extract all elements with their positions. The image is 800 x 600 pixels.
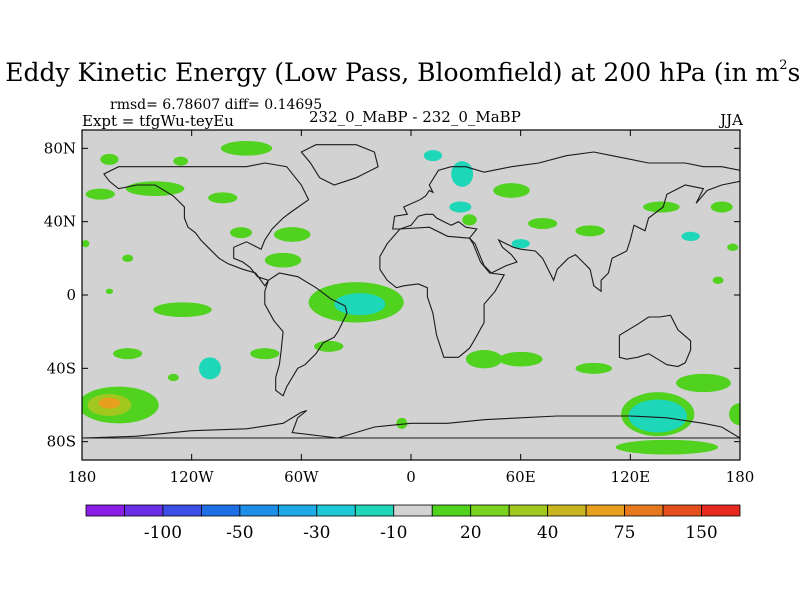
colorbar-box [85, 504, 125, 517]
anomaly-region [173, 156, 189, 166]
anomaly-region [396, 417, 408, 429]
anomaly-region [334, 293, 386, 316]
colorbar-box [431, 504, 472, 517]
colorbar-box [277, 504, 318, 517]
colorbar-box [316, 504, 356, 517]
colorbar-label: 40 [537, 523, 559, 543]
colorbar-box [124, 504, 164, 517]
anomaly-region [220, 141, 273, 156]
anomaly-region [710, 201, 733, 213]
anomaly-region [314, 340, 344, 352]
colorbar-label: 20 [460, 523, 482, 543]
anomaly-region [575, 225, 605, 237]
season-label: JJA [720, 111, 743, 129]
colorbar-box [162, 504, 202, 517]
anomaly-region [113, 348, 143, 360]
y-tick-label: 80N [44, 139, 76, 157]
y-axis: 80N 40N 0 40S 80S [44, 139, 740, 451]
colorbar-box [662, 504, 702, 517]
x-tick-label: 60E [506, 468, 536, 486]
anomaly-region [82, 240, 90, 248]
anomaly-region [198, 357, 221, 380]
anomaly-region [423, 150, 443, 162]
anomaly-region [250, 348, 280, 360]
chart-title-main: Eddy Kinetic Energy (Low Pass, Bloomfiel… [5, 58, 780, 87]
x-tick-label: 120W [170, 468, 215, 486]
experiment-label: Expt = tfgWu-teyEu [82, 112, 234, 130]
x-axis: 180 120W 60W 0 60E 120E 180 [68, 130, 755, 486]
anomaly-region [498, 351, 543, 367]
colorbar-label: -10 [380, 523, 407, 543]
x-tick-label: 180 [726, 468, 755, 486]
anomaly-region [230, 227, 252, 239]
anomaly-region [615, 439, 719, 455]
anomaly-region [449, 201, 472, 213]
continent-outline [103, 162, 310, 287]
anomaly-region [167, 373, 179, 382]
colorbar-box [354, 504, 395, 517]
anomaly-region [712, 276, 724, 285]
x-tick-label: 0 [406, 468, 416, 486]
colorbar-label: -30 [303, 523, 330, 543]
colorbar-box [393, 504, 433, 517]
anomaly-region [85, 188, 115, 200]
colorbar-box [508, 504, 549, 517]
anomaly-region [273, 227, 311, 242]
anomaly-region [681, 231, 700, 241]
colorbar-box [701, 504, 741, 517]
anomaly-region [575, 362, 613, 374]
anomaly-region [122, 254, 134, 262]
y-tick-label: 40S [47, 359, 76, 377]
colorbar-box [585, 504, 625, 517]
anomaly-region [98, 397, 121, 409]
colorbar-box [470, 504, 510, 517]
colorbar-box [239, 504, 279, 517]
anomaly-region [451, 161, 474, 187]
anomaly-region [511, 239, 530, 249]
y-tick-label: 80S [47, 433, 76, 451]
colorbar-label: -50 [226, 523, 253, 543]
chart-title-superscript-1: 2 [779, 57, 788, 73]
colorbar-box [201, 504, 241, 517]
colorbar-label: 75 [614, 523, 636, 543]
anomaly-region [643, 201, 680, 213]
stats-label: rmsd= 6.78607 diff= 0.14695 [110, 97, 323, 113]
anomaly-region [264, 252, 302, 268]
continent-outline [300, 144, 379, 186]
continent-outlines [82, 144, 740, 439]
anomaly-region [729, 403, 740, 426]
anomaly-region [465, 350, 503, 369]
anomaly-region [676, 373, 731, 393]
anomaly-region [628, 399, 687, 433]
anomaly-regions [82, 141, 740, 455]
y-tick-label: 40N [44, 213, 76, 231]
colorbar-label: 150 [685, 523, 717, 543]
anomaly-region [462, 214, 477, 226]
continent-outline [379, 226, 506, 358]
anomaly-region [105, 288, 114, 295]
colorbar-label: -100 [144, 523, 182, 543]
chart-title: Eddy Kinetic Energy (Low Pass, Bloomfiel… [0, 58, 800, 87]
x-tick-label: 180 [68, 468, 97, 486]
colorbar-box [547, 504, 587, 517]
anomaly-region [527, 218, 558, 229]
anomaly-region [100, 153, 119, 165]
anomaly-region [727, 243, 739, 251]
anomaly-region [208, 192, 238, 204]
colorbar: -100 -50 -30 -10 20 40 75 150 [85, 504, 741, 543]
y-tick-label: 0 [66, 286, 76, 304]
anomaly-region [493, 183, 530, 198]
continent-outline [82, 409, 740, 439]
x-tick-label: 120E [611, 468, 651, 486]
anomaly-region [125, 181, 185, 197]
continent-outline [618, 314, 692, 368]
colorbar-box [624, 504, 664, 517]
x-tick-label: 60W [284, 468, 319, 486]
chart-title-mid: s [787, 58, 800, 87]
continent-outline [264, 272, 348, 397]
difference-label: 232_0_MaBP - 232_0_MaBP [309, 108, 521, 126]
anomaly-region [153, 302, 212, 317]
